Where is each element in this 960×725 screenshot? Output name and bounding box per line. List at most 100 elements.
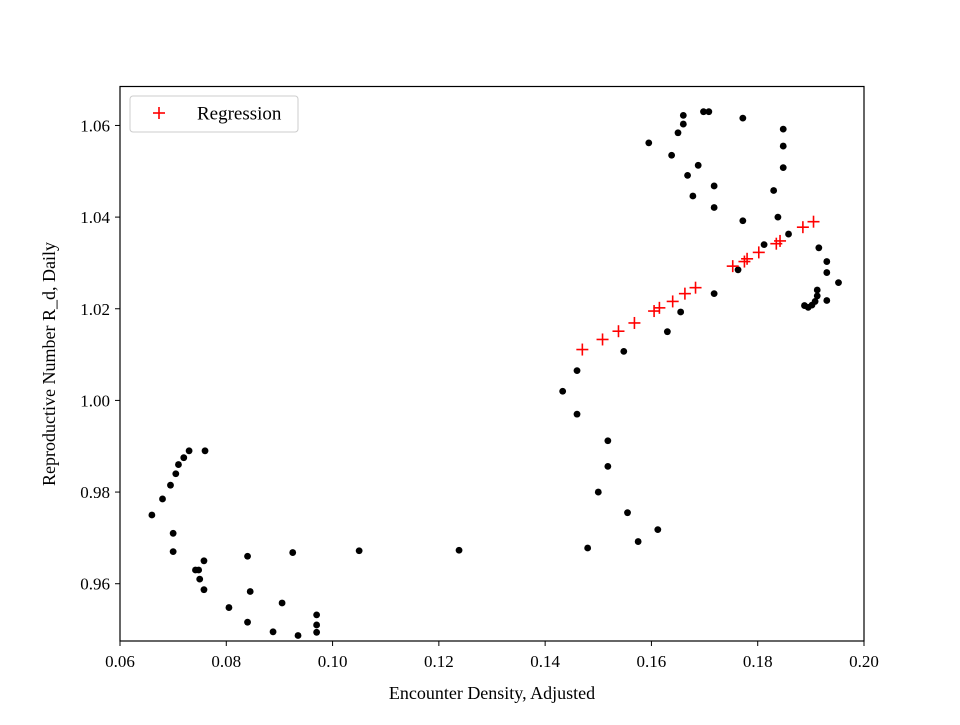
data-point (739, 114, 747, 122)
data-point (663, 328, 671, 336)
data-point (269, 628, 277, 636)
data-point (710, 204, 718, 211)
regression-point (576, 343, 589, 356)
data-point (785, 230, 792, 238)
regression-point (726, 260, 739, 273)
data-point (779, 125, 787, 133)
data-point (674, 129, 682, 137)
data-point (200, 557, 208, 565)
regression-point (774, 234, 787, 247)
regression-point (738, 255, 751, 268)
data-point (246, 588, 254, 595)
data-point (604, 463, 612, 470)
data-point (679, 120, 687, 128)
data-point (169, 529, 177, 537)
data-point (573, 410, 581, 418)
data-point (654, 526, 662, 534)
data-point (770, 187, 778, 194)
data-point (195, 566, 203, 574)
y-tick-label: 1.04 (80, 208, 110, 227)
data-point (559, 387, 567, 395)
data-point (624, 509, 631, 517)
data-point (196, 575, 204, 583)
data-point (813, 292, 821, 300)
data-point (835, 279, 842, 287)
data-point (739, 217, 747, 225)
data-point (201, 447, 209, 455)
data-point (813, 286, 821, 294)
regression-point (689, 281, 702, 294)
regression-point (678, 287, 691, 300)
data-point (760, 241, 768, 249)
data-point (811, 298, 819, 305)
data-point (734, 266, 742, 274)
data-point (679, 111, 687, 119)
data-point (313, 628, 321, 636)
x-tick-label: 0.08 (211, 652, 241, 671)
data-point (244, 552, 251, 560)
regression-point (612, 325, 625, 338)
data-point (705, 108, 713, 116)
data-point (700, 108, 707, 116)
legend-label-regression: Regression (197, 104, 282, 125)
regression-point (628, 316, 641, 329)
y-tick-label: 1.00 (80, 391, 110, 410)
y-tick-label: 1.06 (80, 116, 110, 135)
x-tick-label: 0.18 (743, 652, 773, 671)
data-point (584, 544, 592, 552)
data-point (573, 367, 581, 375)
regression-point (596, 333, 609, 346)
data-point (455, 546, 463, 554)
x-tick-label: 0.10 (318, 652, 348, 671)
x-tick-label: 0.06 (105, 652, 135, 671)
data-point (225, 604, 233, 611)
x-axis-label: Encounter Density, Adjusted (389, 683, 595, 703)
data-point (677, 308, 685, 316)
data-point (779, 142, 787, 150)
data-point (823, 258, 831, 265)
x-tick-label: 0.16 (637, 652, 667, 671)
data-point (823, 269, 831, 276)
data-point (645, 139, 653, 147)
regression-point (807, 215, 820, 228)
data-point (278, 599, 286, 607)
data-point (244, 618, 251, 626)
data-point (294, 632, 302, 639)
data-point (684, 172, 691, 179)
data-point (823, 297, 831, 304)
data-point (774, 213, 782, 221)
y-tick-label: 1.02 (80, 300, 110, 319)
axis-ticks: 0.06 0.08 0.10 0.12 0.14 0.16 0.18 0.20 0.96 0.98… (80, 116, 879, 671)
y-tick-label: 0.98 (80, 483, 110, 502)
x-tick-label: 0.14 (530, 652, 560, 671)
data-point (694, 161, 702, 169)
data-point (148, 511, 156, 519)
x-tick-label: 0.12 (424, 652, 454, 671)
data-point (172, 470, 180, 478)
data-point (313, 621, 321, 629)
data-point (313, 611, 321, 619)
regression-point (653, 301, 666, 314)
data-point (710, 290, 718, 298)
legend-box (129, 95, 299, 133)
data-point (289, 549, 297, 556)
legend-marker-regression (153, 107, 165, 119)
data-point (200, 586, 208, 594)
data-point (185, 447, 193, 455)
y-tick-label: 0.96 (80, 575, 110, 594)
data-point (689, 192, 697, 200)
data-point (169, 548, 177, 556)
data-point (710, 182, 718, 190)
data-point (604, 437, 612, 445)
data-point (175, 461, 182, 468)
data-point (620, 347, 628, 355)
data-point (180, 454, 188, 462)
regression-point (752, 246, 765, 259)
data-point (167, 481, 174, 489)
data-point (779, 164, 787, 172)
regression-point (796, 221, 809, 234)
regression-point (666, 295, 679, 308)
x-tick-label: 0.20 (849, 652, 879, 671)
